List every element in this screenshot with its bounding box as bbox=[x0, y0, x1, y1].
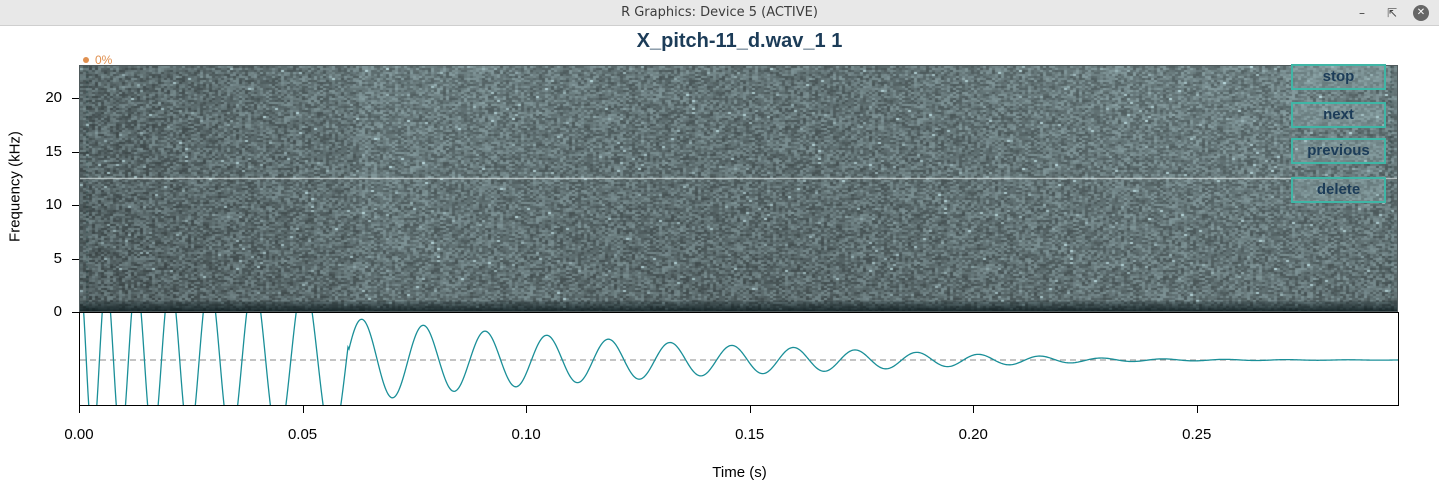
y-tick-label: 5 bbox=[53, 249, 62, 267]
previous-button[interactable]: previous bbox=[1291, 138, 1386, 164]
spectrogram-heatmap bbox=[80, 66, 1397, 311]
x-tick-label: 0.25 bbox=[1182, 426, 1212, 443]
next-button[interactable]: next bbox=[1291, 102, 1386, 128]
progress-indicator: 0% bbox=[83, 53, 112, 67]
y-tick bbox=[72, 258, 79, 260]
close-icon[interactable]: ✕ bbox=[1413, 5, 1429, 21]
y-tick-label: 10 bbox=[45, 196, 62, 214]
x-tick bbox=[973, 406, 975, 413]
y-tick bbox=[72, 312, 79, 313]
x-tick bbox=[302, 406, 304, 413]
delete-button[interactable]: delete bbox=[1291, 177, 1386, 203]
stop-button[interactable]: stop bbox=[1291, 64, 1386, 90]
x-tick bbox=[1196, 406, 1198, 413]
waveform-plot bbox=[80, 313, 1398, 405]
x-tick bbox=[526, 406, 528, 413]
x-tick bbox=[79, 406, 80, 413]
y-tick-label: 20 bbox=[45, 89, 62, 107]
progress-dot-icon bbox=[83, 57, 89, 63]
waveform-panel[interactable] bbox=[79, 312, 1399, 406]
x-tick-label: 0.15 bbox=[735, 426, 765, 443]
x-axis-label: Time (s) bbox=[712, 464, 767, 481]
x-tick-label: 0.05 bbox=[287, 426, 318, 443]
plot-title: X_pitch-11_d.wav_1 1 bbox=[636, 30, 843, 52]
y-tick-label: 15 bbox=[45, 142, 62, 160]
x-tick-label: 0.00 bbox=[64, 426, 94, 443]
restore-icon[interactable]: ⇱ bbox=[1386, 6, 1398, 20]
x-tick-label: 0.20 bbox=[958, 426, 988, 443]
y-axis-label: Frequency (kHz) bbox=[6, 131, 24, 242]
spectrogram-panel[interactable] bbox=[79, 65, 1398, 312]
y-tick-label: 0 bbox=[53, 303, 62, 320]
window-titlebar: R Graphics: Device 5 (ACTIVE) – ⇱ ✕ bbox=[0, 0, 1439, 26]
waveform-line bbox=[83, 313, 1398, 405]
y-tick bbox=[72, 98, 79, 100]
y-tick bbox=[72, 151, 79, 153]
minimize-icon[interactable]: – bbox=[1359, 6, 1365, 20]
y-tick bbox=[72, 205, 79, 207]
window-title: R Graphics: Device 5 (ACTIVE) bbox=[621, 5, 818, 20]
x-tick bbox=[749, 406, 751, 413]
x-tick-label: 0.10 bbox=[511, 426, 541, 443]
progress-label: 0% bbox=[95, 53, 113, 67]
